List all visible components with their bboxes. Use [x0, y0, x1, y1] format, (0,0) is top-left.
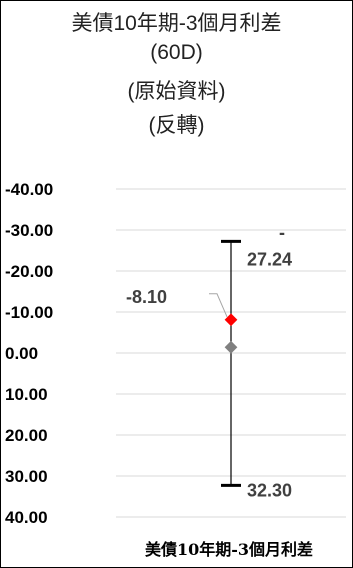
- chart-title: 美債10年期-3個月利差: [71, 12, 282, 35]
- y-tick-label: 0.00: [5, 344, 38, 363]
- y-tick-label: 40.00: [5, 508, 48, 527]
- chart-subtitle-3: (反轉): [148, 114, 205, 137]
- category-label: 美債10年期-3個月利差: [145, 540, 313, 559]
- chart-subtitle-2: (原始資料): [127, 80, 226, 103]
- y-tick-label: 20.00: [5, 426, 48, 445]
- current-leader-line: [209, 293, 228, 317]
- y-tick-label: -40.00: [5, 180, 53, 199]
- y-tick-label: -20.00: [5, 262, 53, 281]
- y-tick-label: -30.00: [5, 221, 53, 240]
- range-high-label: 27.24: [247, 249, 292, 269]
- y-tick-label: 10.00: [5, 385, 48, 404]
- y-tick-label: 30.00: [5, 467, 48, 486]
- reference-marker: [224, 340, 238, 354]
- range-low-label: 32.30: [247, 480, 292, 500]
- y-tick-label: -10.00: [5, 303, 53, 322]
- current-label: -8.10: [126, 287, 167, 307]
- current-marker: [224, 313, 238, 327]
- chart-subtitle-1: (60D): [150, 41, 203, 64]
- extra-mark-label: -: [279, 222, 285, 242]
